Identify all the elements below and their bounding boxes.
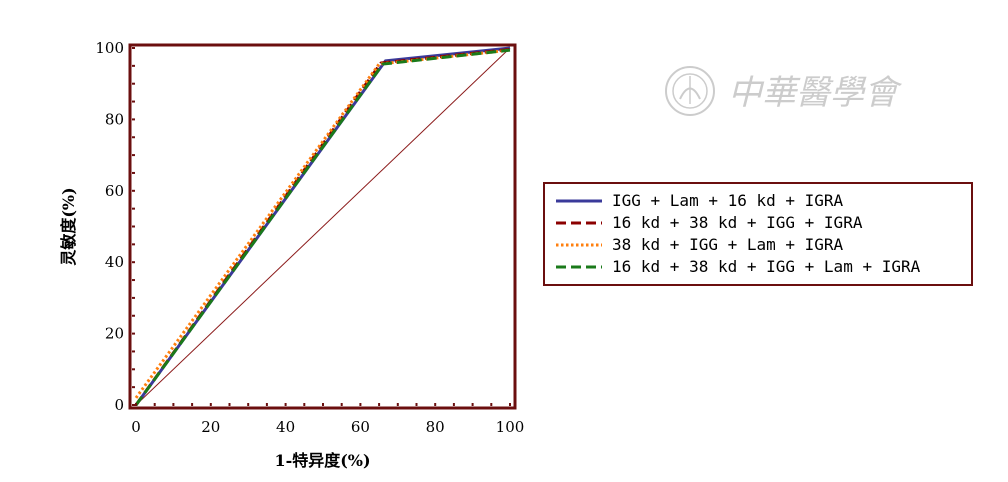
y-tick-label: 0 bbox=[114, 396, 124, 414]
y-tick-label: 60 bbox=[105, 182, 124, 200]
legend-label-3: 38 kd + IGG + Lam + IGRA bbox=[612, 235, 844, 254]
watermark-text: 中華醫學會 bbox=[728, 73, 903, 113]
y-axis-title: 灵敏度(%) bbox=[59, 187, 78, 265]
y-tick-label: 80 bbox=[105, 110, 124, 128]
y-tick-label: 40 bbox=[105, 253, 124, 271]
axes: 0 20 40 60 80 100 0 20 40 60 80 100 1-特异度(%) 灵敏度(%) bbox=[59, 39, 524, 470]
legend: IGG + Lam + 16 kd + IGRA 16 kd + 38 kd + … bbox=[543, 182, 973, 286]
legend-label-2: 16 kd + 38 kd + IGG + IGRA bbox=[612, 213, 863, 232]
y-tick-label: 100 bbox=[95, 39, 124, 57]
society-seal-icon bbox=[665, 66, 715, 116]
reference-line bbox=[135, 47, 511, 406]
plot-frame bbox=[128, 43, 517, 410]
x-tick-label: 100 bbox=[496, 418, 525, 436]
watermark: 中華醫學會 bbox=[665, 66, 903, 116]
x-tick-label: 80 bbox=[426, 418, 445, 436]
series-line-4 bbox=[134, 48, 511, 406]
y-tick-label: 20 bbox=[105, 325, 124, 343]
x-tick-label: 0 bbox=[131, 418, 141, 436]
plot-area bbox=[134, 46, 511, 406]
x-tick-label: 40 bbox=[276, 418, 295, 436]
x-axis-title: 1-特异度(%) bbox=[274, 451, 370, 470]
legend-label-4: 16 kd + 38 kd + IGG + Lam + IGRA bbox=[612, 257, 921, 276]
x-tick-label: 60 bbox=[351, 418, 370, 436]
legend-box bbox=[543, 182, 973, 286]
legend-label-1: IGG + Lam + 16 kd + IGRA bbox=[612, 191, 844, 210]
x-tick-label: 20 bbox=[201, 418, 220, 436]
series-line-3 bbox=[134, 48, 511, 399]
